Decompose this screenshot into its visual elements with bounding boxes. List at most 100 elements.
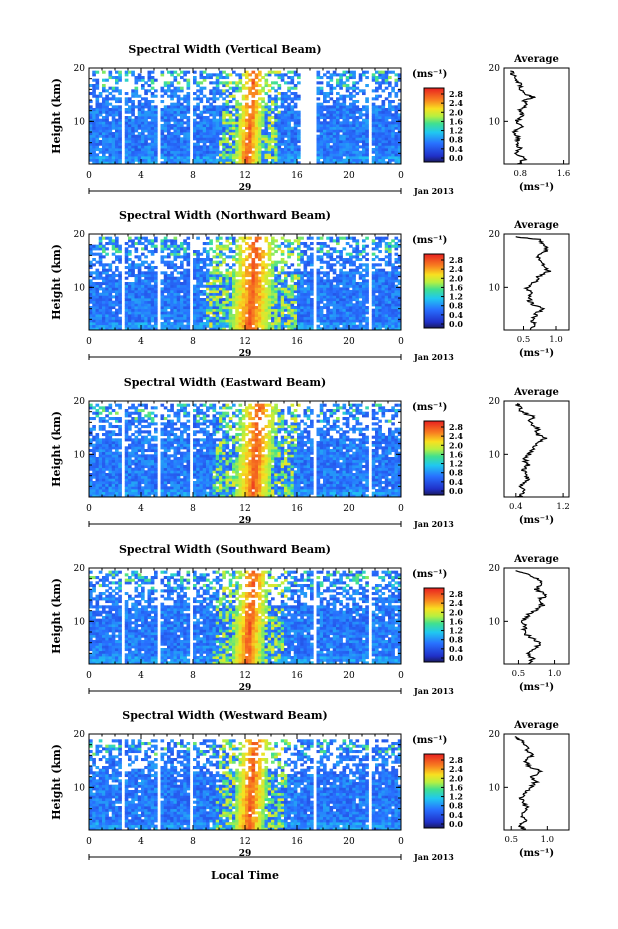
heatmap-cell (271, 108, 275, 112)
heatmap-cell (293, 142, 298, 146)
heatmap-cell (173, 92, 178, 96)
heatmap-cell (297, 282, 301, 286)
heatmap-cell (134, 142, 139, 146)
heatmap-cell (248, 86, 252, 90)
heatmap-cell (336, 134, 340, 138)
heatmap-cell (267, 274, 272, 278)
heatmap-cell (111, 132, 116, 136)
heatmap-cell (251, 121, 256, 125)
heatmap-cell (293, 148, 298, 152)
heatmap-cell (271, 116, 275, 120)
heatmap-cell (290, 156, 295, 160)
heatmap-cell (95, 105, 100, 109)
heatmap-cell (98, 260, 103, 264)
heatmap-cell (258, 148, 262, 152)
heatmap-cell (108, 284, 113, 288)
heatmap-cell (362, 134, 366, 138)
heatmap-cell (284, 292, 288, 296)
heatmap-cell (290, 271, 295, 275)
heatmap-cell (371, 314, 376, 318)
heatmap-cell (293, 314, 298, 318)
heatmap-cell (193, 113, 197, 117)
heatmap-cell (193, 306, 197, 310)
heatmap-cell (92, 86, 96, 90)
heatmap-cell (342, 314, 347, 318)
heatmap-cell (303, 316, 308, 320)
heatmap-cell (326, 314, 330, 318)
heatmap-cell (193, 322, 197, 326)
colorbar-tick-label: 1.6 (449, 116, 463, 126)
heatmap-cell (137, 292, 142, 296)
heatmap-cell (306, 316, 311, 320)
heatmap-cell (248, 282, 252, 286)
heatmap-cell (339, 108, 343, 112)
heatmap-cell (228, 129, 233, 133)
heatmap-cell (280, 140, 285, 144)
heatmap-cell (378, 290, 382, 294)
heatmap-cell (339, 121, 343, 125)
heatmap-cell (150, 126, 155, 130)
heatmap-cell (193, 300, 197, 304)
heatmap-cell (245, 81, 249, 85)
heatmap-cell (232, 250, 236, 254)
heatmap-cell (261, 300, 265, 304)
heatmap-cell (342, 145, 347, 149)
heatmap-cell (394, 161, 399, 165)
heatmap-cell (241, 324, 246, 328)
heatmap-cell (358, 145, 363, 149)
heatmap-cell (319, 129, 324, 133)
heatmap-cell (394, 126, 399, 130)
heatmap-cell (180, 89, 184, 93)
heatmap-cell (394, 134, 399, 138)
heatmap-cell (108, 279, 113, 283)
heatmap-cell (232, 287, 236, 291)
heatmap-cell (196, 292, 200, 296)
heatmap-cell (183, 239, 187, 243)
heatmap-cell (391, 150, 395, 154)
heatmap-cell (219, 81, 223, 85)
heatmap-cell (173, 124, 178, 128)
heatmap-cell (167, 316, 171, 320)
heatmap-cell (332, 145, 337, 149)
heatmap-cell (173, 89, 178, 93)
heatmap-cell (371, 252, 376, 256)
heatmap-cell (336, 316, 340, 320)
heatmap-cell (115, 158, 119, 162)
heatmap-cell (160, 94, 165, 98)
heatmap-cell (245, 110, 249, 114)
heatmap-cell (206, 284, 210, 288)
heatmap-cell (319, 102, 324, 106)
heatmap-cell (115, 284, 119, 288)
heatmap-cell (167, 129, 171, 133)
heatmap-cell (316, 247, 321, 251)
heatmap-cell (98, 110, 103, 114)
heatmap-cell (173, 250, 178, 254)
heatmap-cell (176, 121, 181, 125)
heatmap-cell (277, 116, 282, 120)
heatmap-cell (384, 113, 389, 117)
heatmap-cell (303, 295, 308, 299)
heatmap-cell (124, 271, 129, 275)
heatmap-cell (170, 316, 174, 320)
heatmap-cell (225, 148, 230, 152)
heatmap-cell (261, 129, 265, 133)
heatmap-cell (352, 308, 356, 312)
heatmap-cell (163, 298, 168, 302)
heatmap-cell (154, 156, 158, 160)
heatmap-cell (284, 300, 288, 304)
heatmap-cell (160, 153, 165, 157)
heatmap-cell (124, 118, 129, 122)
heatmap-cell (267, 327, 272, 331)
heatmap-cell (355, 118, 360, 122)
heatmap-cell (362, 89, 366, 93)
heatmap-cell (277, 148, 282, 152)
heatmap-cell (128, 308, 132, 312)
heatmap-cell (251, 161, 256, 165)
heatmap-cell (297, 324, 301, 328)
heatmap-cell (277, 105, 282, 109)
heatmap-cell (378, 132, 382, 136)
heatmap-cell (384, 260, 389, 264)
heatmap-cell (98, 292, 103, 296)
heatmap-cell (365, 295, 369, 299)
heatmap-cell (329, 279, 334, 283)
